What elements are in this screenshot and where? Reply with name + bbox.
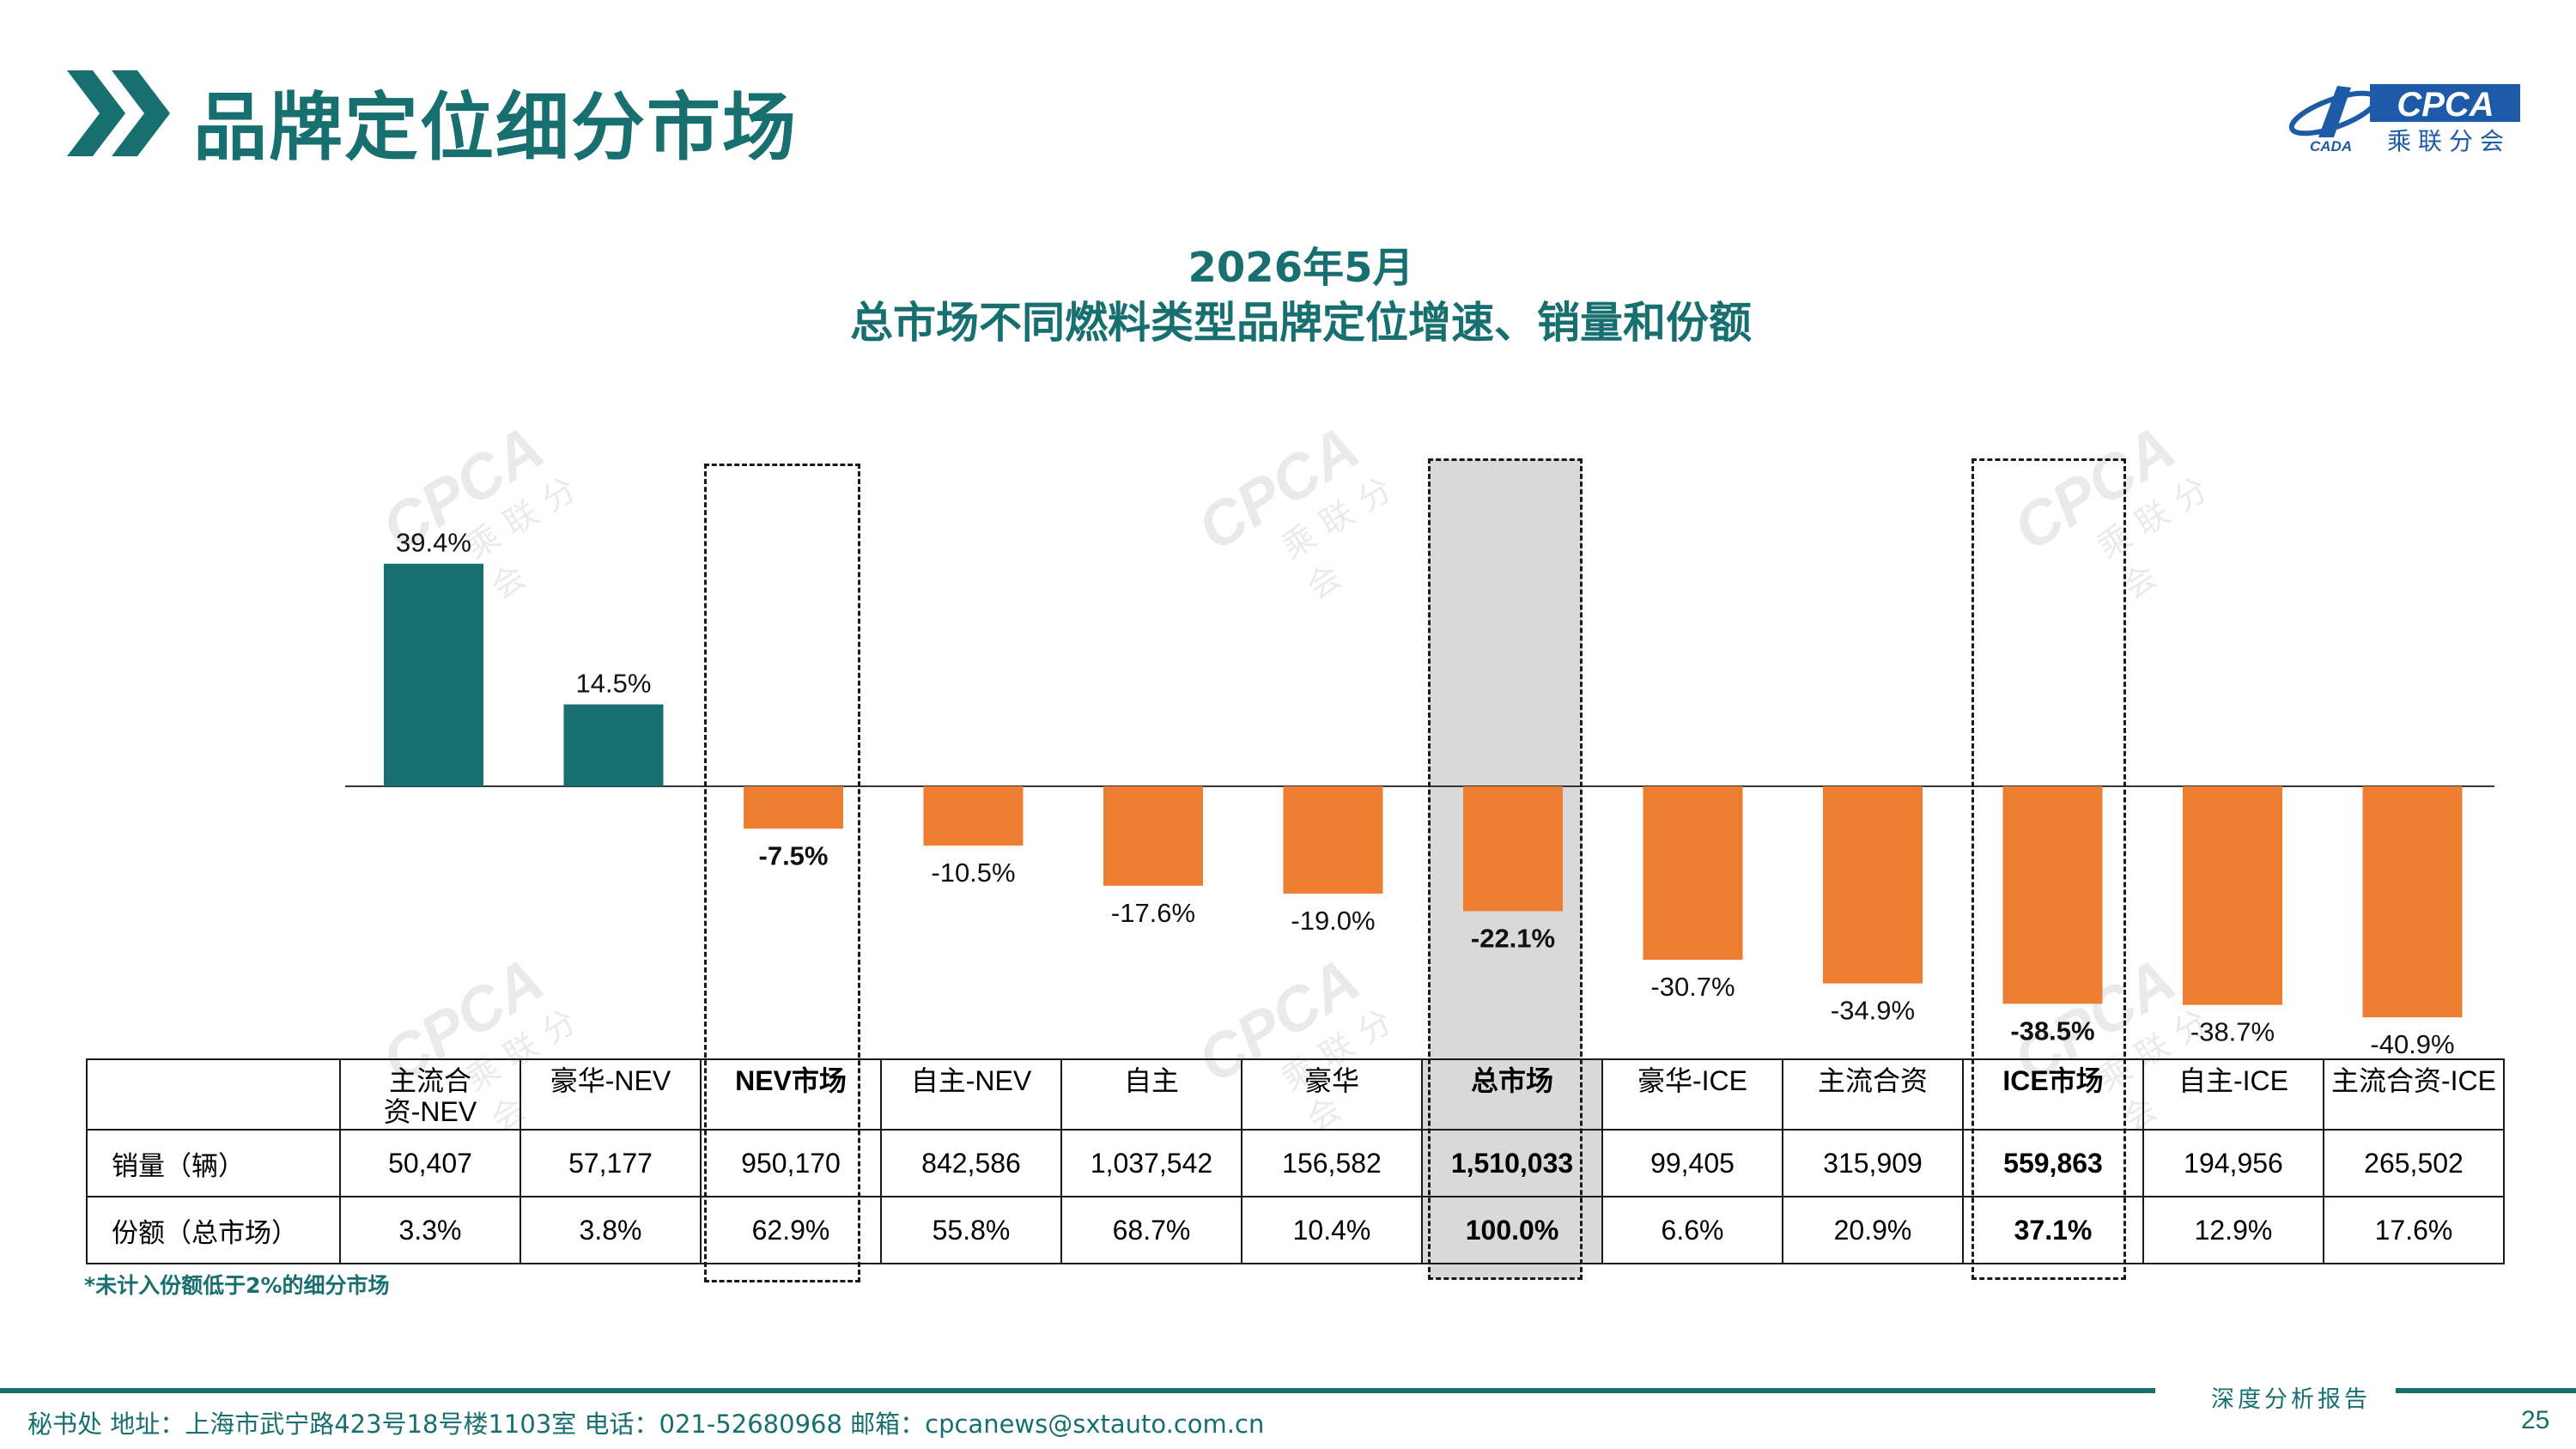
- col-header: 自主-NEV: [880, 1058, 1062, 1131]
- table-cell: 55.8%: [880, 1196, 1062, 1264]
- table-cell: 100.0%: [1421, 1196, 1603, 1264]
- data-label: 14.5%: [576, 669, 652, 699]
- data-label: -7.5%: [759, 840, 829, 870]
- col-header: ICE市场: [1962, 1058, 2144, 1131]
- data-label: 39.4%: [396, 528, 471, 558]
- data-label: -40.9%: [2370, 1029, 2454, 1059]
- table-cell: 3.8%: [519, 1196, 702, 1264]
- bar-自主: [1103, 786, 1203, 886]
- table-cell: 37.1%: [1962, 1196, 2144, 1264]
- data-label: -17.6%: [1111, 898, 1195, 928]
- data-label: -22.1%: [1471, 923, 1555, 953]
- row-label: 份额（总市场）: [86, 1196, 341, 1264]
- table-cell: 265,502: [2323, 1129, 2505, 1197]
- col-header: 豪华-NEV: [519, 1058, 702, 1131]
- row-label: 销量（辆）: [86, 1129, 341, 1197]
- bar-NEV市场: [744, 786, 843, 829]
- table-cell: 10.4%: [1241, 1196, 1423, 1264]
- cpca-logo: CPCA CADA 乘联分会: [2284, 77, 2524, 155]
- col-header: 总市场: [1421, 1058, 1603, 1131]
- table-cell: 194,956: [2142, 1129, 2324, 1197]
- total-market-highlight-box: [1428, 458, 1583, 1280]
- data-label: -38.5%: [2010, 1016, 2094, 1046]
- table-cell: 62.9%: [700, 1196, 882, 1264]
- col-header: 自主: [1060, 1058, 1242, 1131]
- svg-text:CADA: CADA: [2310, 138, 2352, 155]
- table-cell: 3.3%: [339, 1196, 521, 1264]
- table-cell: 559,863: [1962, 1129, 2144, 1197]
- table-row: 销量（辆） 50,407 57,177 950,170 842,586 1,03…: [86, 1129, 2505, 1197]
- col-header: 主流合资: [1782, 1058, 1964, 1131]
- bar-总市场: [1463, 786, 1563, 912]
- col-header: 豪华: [1241, 1058, 1423, 1131]
- bar-自主-ICE: [2183, 786, 2282, 1005]
- col-header: 豪华-ICE: [1601, 1058, 1783, 1131]
- bar-豪华-NEV: [563, 704, 664, 786]
- data-table: 主流合 资-NEV 豪华-NEV NEV市场 自主-NEV 自主 豪华 总市场 豪…: [86, 1058, 2505, 1264]
- chart-subtitle: 总市场不同燃料类型品牌定位增速、销量和份额: [850, 298, 1752, 348]
- page-number: 25: [2521, 1406, 2550, 1434]
- bar-ICE市场: [2002, 786, 2103, 1004]
- bar-自主-NEV: [923, 786, 1024, 846]
- table-cell: 20.9%: [1782, 1196, 1964, 1264]
- data-label: -38.7%: [2190, 1017, 2275, 1047]
- col-header: 主流合资-ICE: [2323, 1058, 2505, 1131]
- data-label: -30.7%: [1650, 972, 1735, 1002]
- footer-divider: [2396, 1388, 2576, 1393]
- col-header: 自主-ICE: [2142, 1058, 2324, 1131]
- table-corner-cell: [86, 1058, 341, 1131]
- table-cell: 950,170: [700, 1129, 882, 1197]
- header-chevron-icon: [67, 70, 170, 156]
- table-cell: 315,909: [1782, 1129, 1964, 1197]
- chart-title: 2026年5月: [1188, 244, 1414, 292]
- ice-market-highlight-box: [1971, 458, 2126, 1280]
- svg-text:CPCA: CPCA: [2397, 86, 2494, 124]
- report-tag: 深度分析报告: [2211, 1386, 2371, 1413]
- svg-text:乘联分会: 乘联分会: [2387, 127, 2511, 155]
- table-cell: 12.9%: [2142, 1196, 2324, 1264]
- data-label: -34.9%: [1831, 996, 1915, 1026]
- page-title: 品牌定位细分市场: [193, 85, 798, 171]
- table-header-row: 主流合 资-NEV 豪华-NEV NEV市场 自主-NEV 自主 豪华 总市场 豪…: [86, 1058, 2505, 1131]
- bar-豪华-ICE: [1643, 786, 1743, 961]
- table-cell: 99,405: [1601, 1129, 1783, 1197]
- footer-divider: [0, 1388, 2155, 1393]
- table-cell: 6.6%: [1601, 1196, 1783, 1264]
- data-label: -19.0%: [1291, 906, 1375, 936]
- table-cell: 156,582: [1241, 1129, 1423, 1197]
- bar-主流合资: [1823, 786, 1923, 984]
- col-header: 主流合 资-NEV: [339, 1058, 521, 1131]
- bar-主流合资-NEV: [384, 563, 483, 786]
- table-row: 份额（总市场） 3.3% 3.8% 62.9% 55.8% 68.7% 10.4…: [86, 1196, 2505, 1264]
- table-cell: 57,177: [519, 1129, 702, 1197]
- table-cell: 1,510,033: [1421, 1129, 1603, 1197]
- table-cell: 50,407: [339, 1129, 521, 1197]
- col-header: NEV市场: [700, 1058, 882, 1131]
- footnote: *未计入份额低于2%的细分市场: [84, 1273, 390, 1298]
- data-label: -10.5%: [931, 858, 1015, 888]
- table-cell: 842,586: [880, 1129, 1062, 1197]
- bar-豪华: [1283, 786, 1383, 894]
- table-cell: 17.6%: [2323, 1196, 2505, 1264]
- table-cell: 68.7%: [1060, 1196, 1242, 1264]
- nev-market-highlight-box: [704, 464, 860, 1282]
- footer-address: 秘书处 地址：上海市武宁路423号18号楼1103室 电话：021-526809…: [27, 1410, 1265, 1439]
- table-cell: 1,037,542: [1060, 1129, 1242, 1197]
- bar-主流合资-ICE: [2362, 786, 2463, 1018]
